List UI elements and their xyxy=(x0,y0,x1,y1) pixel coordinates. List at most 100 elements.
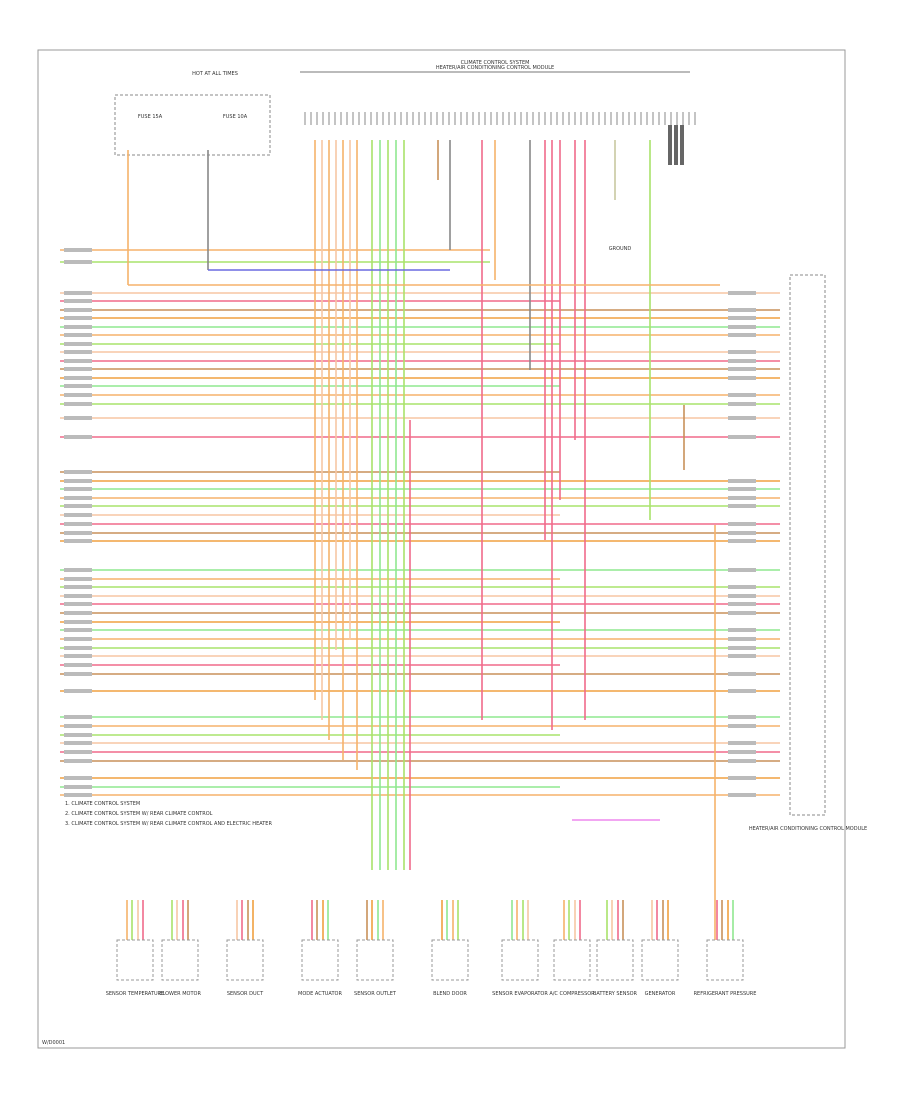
wire-tag xyxy=(64,367,92,371)
wire-tag xyxy=(64,316,92,320)
wire-tag xyxy=(64,359,92,363)
wire-tag xyxy=(64,646,92,650)
wire-tag xyxy=(64,663,92,667)
note: 3. CLIMATE CONTROL SYSTEM W/ REAR CLIMAT… xyxy=(65,821,272,827)
component xyxy=(641,939,679,981)
wire-tag xyxy=(728,522,756,526)
wire-tag xyxy=(728,308,756,312)
wire-tag xyxy=(728,402,756,406)
component-label: SENSOR TEMPERATURE xyxy=(106,991,165,997)
wire-tag xyxy=(64,260,92,264)
component-label: GENERATOR xyxy=(645,991,676,997)
fuse-box-title: HOT AT ALL TIMES xyxy=(192,71,238,77)
wires xyxy=(60,112,780,940)
wire-tag xyxy=(728,531,756,535)
wire-tag xyxy=(728,759,756,763)
pin-block xyxy=(674,125,678,165)
wire-tag xyxy=(64,522,92,526)
wire-tag xyxy=(728,367,756,371)
wire-tag xyxy=(64,402,92,406)
connector xyxy=(789,274,826,816)
connector-label: HEATER/AIR CONDITIONING CONTROL MODULE xyxy=(749,826,867,832)
wire-tag xyxy=(728,504,756,508)
wire-tag xyxy=(64,594,92,598)
component xyxy=(161,939,199,981)
wire-tag xyxy=(728,359,756,363)
wire-tag xyxy=(728,672,756,676)
wire-tag xyxy=(64,248,92,252)
component-label: BATTERY SENSOR xyxy=(593,991,638,997)
wire-tag xyxy=(728,611,756,615)
wire-tag xyxy=(64,333,92,337)
wire-tag xyxy=(64,291,92,295)
component xyxy=(301,939,339,981)
wire-tag xyxy=(64,531,92,535)
wire-tag xyxy=(64,733,92,737)
wire-tag xyxy=(64,487,92,491)
component xyxy=(116,939,154,981)
fuse-label: FUSE 15A xyxy=(138,114,163,120)
component-label: SENSOR OUTLET xyxy=(354,991,397,997)
wire-tag xyxy=(728,487,756,491)
wire-tag xyxy=(728,435,756,439)
footer-code: W/D0001 xyxy=(42,1040,65,1046)
wire-tag xyxy=(728,585,756,589)
wire-tag xyxy=(64,539,92,543)
component xyxy=(431,939,469,981)
wire-tag xyxy=(728,750,756,754)
frame xyxy=(37,49,846,1049)
wire-tag xyxy=(64,715,92,719)
wire-tag xyxy=(728,602,756,606)
wire-tag xyxy=(64,299,92,303)
wire-tag xyxy=(64,689,92,693)
wire-tag xyxy=(64,637,92,641)
wire-tag xyxy=(64,724,92,728)
fuse-box xyxy=(114,94,271,156)
wire-tag xyxy=(64,504,92,508)
wire-tag xyxy=(728,539,756,543)
wire-tag xyxy=(64,416,92,420)
wire-tag xyxy=(728,568,756,572)
wire-tag xyxy=(64,654,92,658)
wire-tag xyxy=(64,585,92,589)
header-title: CLIMATE CONTROL SYSTEM xyxy=(461,60,530,66)
component-label: BLOWER MOTOR xyxy=(159,991,201,997)
wire-tag xyxy=(728,793,756,797)
wire-tag xyxy=(728,479,756,483)
wire-tag xyxy=(64,611,92,615)
component xyxy=(226,939,264,981)
component-label: MODE ACTUATOR xyxy=(298,991,342,997)
wire-tag xyxy=(64,470,92,474)
wire-tag xyxy=(64,325,92,329)
pin-block xyxy=(680,125,684,165)
wire-tag xyxy=(64,435,92,439)
ground-label: GROUND xyxy=(609,246,632,252)
wire-tag xyxy=(728,416,756,420)
wire-tag xyxy=(64,672,92,676)
component xyxy=(596,939,634,981)
wire-tag xyxy=(64,741,92,745)
component xyxy=(501,939,539,981)
wire-tag xyxy=(64,350,92,354)
wire-tag xyxy=(728,291,756,295)
fuse-label: FUSE 10A xyxy=(223,114,248,120)
component-label: REFRIGERANT PRESSURE xyxy=(694,991,757,997)
component xyxy=(356,939,394,981)
component-label: BLEND DOOR xyxy=(433,991,467,997)
wire-tag xyxy=(728,333,756,337)
wire-tag xyxy=(64,628,92,632)
wire-tag xyxy=(728,496,756,500)
wire-tag xyxy=(64,513,92,517)
wire-tag xyxy=(64,568,92,572)
wire-tag xyxy=(728,654,756,658)
component-label: SENSOR DUCT xyxy=(227,991,264,997)
wire-tag xyxy=(64,602,92,606)
pin-block xyxy=(668,125,672,165)
wire-tag xyxy=(64,793,92,797)
wire-tag xyxy=(64,393,92,397)
component-label: A/C COMPRESSOR xyxy=(549,991,595,997)
wire-tag xyxy=(728,594,756,598)
note: 1. CLIMATE CONTROL SYSTEM xyxy=(65,801,140,807)
